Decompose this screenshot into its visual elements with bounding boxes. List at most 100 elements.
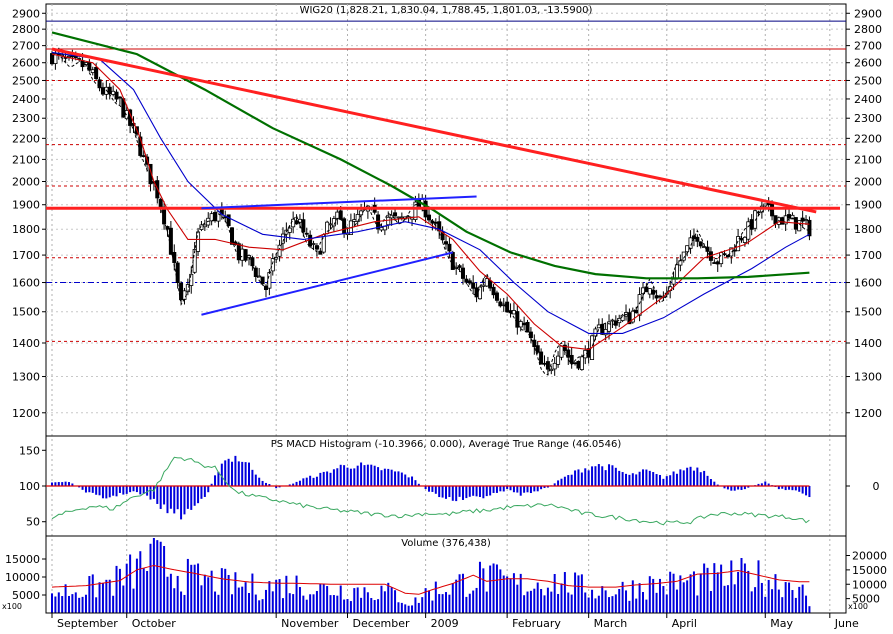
candle-down	[141, 155, 146, 157]
volume-tick-label-left: 15000	[5, 553, 40, 566]
candle-down	[569, 354, 574, 364]
candle-down	[179, 282, 184, 301]
price-tick-label-left: 1600	[12, 277, 40, 290]
candle-down	[260, 276, 265, 285]
price-tick-label-right: 2000	[854, 175, 882, 188]
candle-down	[715, 261, 720, 265]
volume-tick-label-right: 5000	[852, 593, 880, 606]
candle-up	[804, 219, 809, 221]
candle-down	[114, 91, 119, 100]
candle-up	[382, 225, 387, 231]
price-tick-label-right: 2600	[854, 57, 882, 70]
candle-up	[311, 243, 316, 245]
x-tick-label: 2009	[431, 617, 459, 630]
candle-up	[681, 251, 686, 261]
x-axis: September October November December 2009 Febr…	[46, 612, 859, 630]
x-tick-label: December	[353, 617, 411, 630]
trend-line	[51, 47, 817, 214]
volume-multiplier-left: x100	[2, 602, 22, 611]
candle-up	[291, 218, 296, 228]
candle-down	[535, 345, 540, 353]
candle-up	[321, 234, 326, 253]
short-ma-line	[51, 53, 810, 376]
candle-up	[736, 236, 741, 252]
candle-up	[477, 286, 482, 300]
atr-line	[51, 456, 810, 526]
candle-up	[202, 224, 207, 228]
candle-down	[787, 214, 792, 219]
candle-down	[97, 79, 102, 89]
price-tick-label-right: 1300	[854, 371, 882, 384]
price-tick-label-left: 2700	[12, 40, 40, 53]
candle-down	[447, 243, 452, 252]
candle-up	[742, 236, 747, 243]
candle-up	[671, 278, 676, 285]
candle-up	[610, 319, 615, 322]
candle-up	[549, 368, 554, 372]
candle-up	[559, 345, 564, 358]
x-tick-label: May	[770, 617, 793, 630]
volume-chart-title: Volume (376,438)	[401, 538, 491, 549]
price-tick-label-right: 2500	[854, 74, 882, 87]
candle-down	[230, 227, 235, 245]
candle-down	[539, 351, 544, 365]
candle-down	[226, 214, 231, 227]
candle-up	[267, 272, 272, 289]
volume-tick-label-right: 15000	[852, 564, 887, 577]
candle-up	[481, 284, 486, 287]
candle-up	[583, 349, 588, 359]
price-tick-label-right: 1600	[854, 277, 882, 290]
candle-up	[287, 227, 292, 233]
price-tick-label-right: 1400	[854, 337, 882, 350]
candle-up	[280, 233, 285, 244]
moving-average-line	[51, 51, 810, 334]
candle-down	[651, 289, 656, 295]
candle-down	[494, 292, 499, 301]
price-tick-label-left: 2200	[12, 132, 40, 145]
candle-up	[325, 221, 330, 234]
candle-up	[719, 252, 724, 265]
candle-down	[749, 219, 754, 230]
price-tick-label-right: 2400	[854, 93, 882, 106]
candle-down	[308, 234, 313, 247]
candle-down	[613, 320, 618, 326]
candle-down	[545, 361, 550, 370]
candle-down	[318, 250, 323, 255]
price-tick-label-right: 1900	[854, 199, 882, 212]
candle-up	[399, 216, 404, 219]
candle-up	[182, 290, 187, 300]
candle-down	[467, 280, 472, 284]
trend-line	[201, 195, 477, 210]
price-tick-label-right: 2700	[854, 40, 882, 53]
price-tick-label-right: 2200	[854, 132, 882, 145]
candle-down	[471, 282, 476, 289]
candle-up	[797, 220, 802, 232]
candle-up	[603, 329, 608, 336]
candle-down	[491, 286, 496, 296]
price-tick-label-right: 1500	[854, 306, 882, 319]
candle-up	[240, 248, 245, 261]
candle-up	[53, 53, 58, 65]
macd-tick-label-left: 100	[19, 480, 40, 493]
macd-panel: 50 100 150 0	[19, 435, 880, 537]
candle-up	[607, 321, 612, 332]
trend-line	[201, 251, 454, 316]
candle-down	[522, 322, 527, 326]
candle-down	[301, 219, 306, 233]
candle-up	[763, 203, 768, 207]
candle-down	[542, 362, 547, 365]
candle-up	[277, 244, 282, 257]
moving-average-line	[51, 31, 810, 280]
volume-tick-label-left: 10000	[5, 571, 40, 584]
x-tick-label: October	[132, 617, 176, 630]
candle-up	[90, 69, 95, 74]
price-tick-label-left: 2900	[12, 7, 40, 20]
candle-up	[216, 211, 221, 222]
price-tick-label-left: 1500	[12, 306, 40, 319]
volume-tick-label-right: 20000	[852, 550, 887, 563]
price-tick-label-right: 2800	[854, 23, 882, 36]
candle-down	[450, 252, 455, 270]
